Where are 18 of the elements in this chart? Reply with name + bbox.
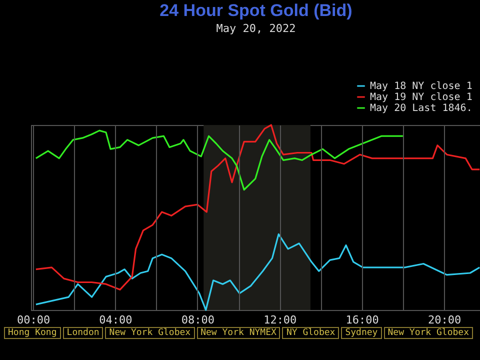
x-tick-label: 16:00: [346, 314, 379, 326]
text: New York Globex: [384, 327, 474, 339]
x-tick-label: 12:00: [264, 314, 297, 326]
text: New York NYMEX: [196, 327, 280, 339]
text: Sydney: [341, 327, 382, 339]
text: London: [62, 327, 104, 339]
legend-label: May 20 Last 1846.: [370, 103, 472, 114]
x-tick-label: 00:00: [16, 314, 50, 326]
legend-label: May 18 NY close 1: [370, 81, 472, 92]
chart-title: 24 Hour Spot Gold (Bid): [160, 1, 352, 20]
x-tick-label: 08:00: [181, 314, 214, 326]
text: Hong Kong: [4, 327, 61, 339]
x-tick-label: 20:00: [428, 314, 462, 326]
x-tick-label: 04:00: [99, 314, 132, 326]
text: NY Globex: [282, 327, 340, 339]
chart-subtitle: May 20, 2022: [216, 22, 296, 35]
legend-label: May 19 NY close 1: [370, 92, 472, 103]
text: New York Globex: [105, 327, 195, 339]
